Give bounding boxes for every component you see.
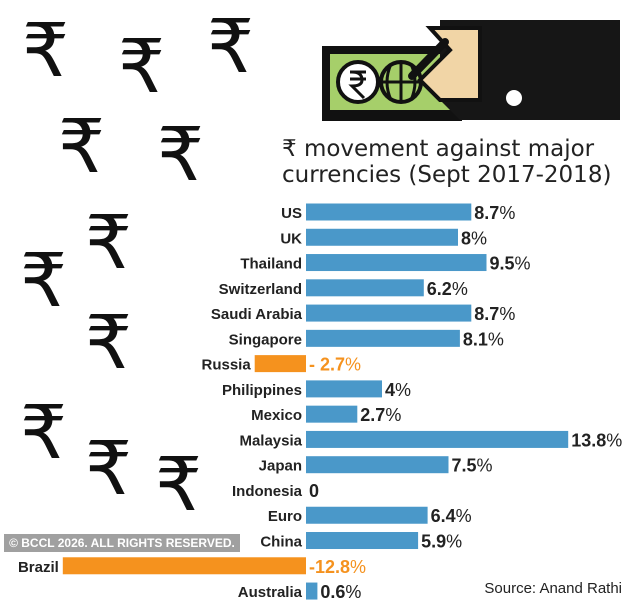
title-line-1: ₹ movement against major (282, 136, 595, 162)
bar-australia (306, 582, 318, 600)
category-label: Malaysia (239, 432, 302, 449)
category-label: Thailand (240, 256, 302, 273)
watermark: © BCCL 2026. ALL RIGHTS RESERVED. (4, 534, 240, 552)
category-label: Indonesia (232, 483, 303, 500)
bar-singapore (306, 329, 460, 347)
rupee-icon: ₹ (155, 442, 203, 528)
bar-uk (306, 228, 458, 246)
rupee-icon: ₹ (20, 390, 68, 476)
value-label: 13.8% (571, 430, 622, 450)
rupee-icon: ₹ (58, 104, 106, 190)
bar-philippines (306, 380, 382, 398)
value-label: 5.9% (421, 532, 462, 552)
category-label: US (281, 205, 302, 222)
bar-mexico (306, 405, 358, 423)
rupee-icon: ₹ (85, 200, 133, 286)
bar-saudi-arabia (306, 304, 472, 322)
category-label: Philippines (222, 382, 302, 399)
bar-malaysia (306, 430, 569, 448)
source-note: Source: Anand Rathi (484, 580, 622, 597)
value-label: 8.7% (474, 203, 515, 223)
bar-japan (306, 456, 449, 474)
bar-russia (254, 355, 306, 373)
rupee-icon: ₹ (85, 426, 133, 512)
bar-switzerland (306, 279, 424, 297)
value-label: -12.8% (309, 557, 366, 577)
rupee-icon: ₹ (20, 238, 68, 324)
category-label: China (260, 534, 302, 551)
title-line-2: currencies (Sept 2017-2018) (282, 162, 612, 188)
value-label: 2.7% (360, 405, 401, 425)
hand-with-banknote-illustration (322, 20, 620, 121)
value-label: 8% (461, 228, 487, 248)
value-label: 8.1% (463, 329, 504, 349)
category-label: Brazil (18, 559, 59, 576)
category-label: Saudi Arabia (211, 306, 303, 323)
category-label: Australia (238, 584, 303, 601)
value-label: - 2.7% (309, 355, 361, 375)
value-label: 7.5% (452, 456, 493, 476)
value-label: 6.4% (431, 506, 472, 526)
value-label: 6.2% (427, 279, 468, 299)
category-label: Russia (201, 357, 251, 374)
rupee-icon: ₹ (22, 8, 70, 94)
rupee-icon: ₹ (157, 112, 205, 198)
rupee-icon: ₹ (85, 300, 133, 386)
bar-china (306, 532, 419, 550)
value-label: 9.5% (490, 254, 531, 274)
bar-thailand (306, 254, 487, 272)
category-label: Switzerland (219, 281, 302, 298)
category-label: UK (280, 230, 302, 247)
category-label: Japan (259, 458, 302, 475)
category-label: Euro (268, 508, 302, 525)
value-label: 8.7% (474, 304, 515, 324)
bar-us (306, 203, 472, 221)
rupee-icon: ₹ (118, 24, 166, 110)
value-label: 0 (309, 481, 319, 501)
value-label: 4% (385, 380, 411, 400)
chart-title: ₹ movement against major currencies (Sep… (282, 136, 611, 188)
value-label: 0.6% (320, 582, 361, 602)
bar-euro (306, 506, 428, 524)
rupee-icon: ₹ (207, 4, 255, 90)
bar-brazil (62, 557, 306, 575)
category-label: Mexico (251, 407, 302, 424)
category-label: Singapore (229, 331, 302, 348)
